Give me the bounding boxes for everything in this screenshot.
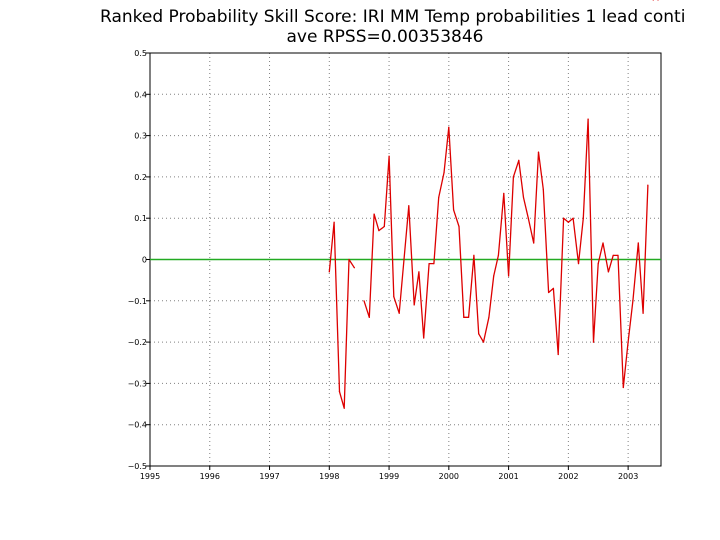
data-point xyxy=(592,341,595,343)
data-point xyxy=(533,242,535,244)
data-point xyxy=(632,300,634,302)
data-point xyxy=(438,196,440,199)
y-tick-label: 0.1 xyxy=(134,214,147,223)
data-point xyxy=(647,184,649,186)
data-point xyxy=(488,316,490,318)
data-point xyxy=(363,300,365,302)
y-tick-label: −0.5 xyxy=(128,462,147,471)
data-point xyxy=(343,407,345,409)
data-point xyxy=(413,304,415,306)
y-tick-label: 0.2 xyxy=(134,173,147,182)
data-point xyxy=(338,391,341,393)
data-point xyxy=(617,254,619,256)
y-axis: 0.5 0.4 0.3 0.2 0.1 0 −0.1 −0.2 −0.3 −0.4 −0.5 xyxy=(128,49,150,471)
data-point xyxy=(637,242,639,244)
data-point xyxy=(562,217,565,219)
data-point xyxy=(328,271,330,273)
y-tick-label: −0.4 xyxy=(128,421,147,430)
data-point xyxy=(602,242,604,244)
data-point xyxy=(572,217,574,219)
data-point xyxy=(587,118,589,120)
data-point xyxy=(542,188,544,190)
data-point xyxy=(552,287,555,290)
data-point xyxy=(443,172,445,174)
data-point xyxy=(537,151,540,153)
data-point xyxy=(418,271,420,273)
data-point xyxy=(393,296,395,298)
y-tick-label: −0.1 xyxy=(128,297,147,306)
data-point xyxy=(373,213,375,215)
data-point xyxy=(463,316,465,318)
data-point xyxy=(642,312,644,314)
data-point xyxy=(353,267,355,269)
y-tick-label: 0.3 xyxy=(134,132,147,141)
data-point xyxy=(428,263,430,265)
data-point xyxy=(368,316,370,318)
data-point xyxy=(612,254,614,256)
chart-subtitle: ave RPSS=0.00353846 xyxy=(286,27,484,47)
chart-title: Ranked Probability Skill Score: IRI MM T… xyxy=(100,8,686,26)
data-point xyxy=(567,221,569,223)
x-tick-label: 2002 xyxy=(558,472,578,481)
x-tick-label: 1996 xyxy=(200,472,220,481)
data-point xyxy=(458,225,460,228)
data-point xyxy=(627,341,629,343)
series-line-segment xyxy=(328,221,355,409)
data-point xyxy=(518,159,520,161)
data-point xyxy=(433,263,435,265)
data-point xyxy=(378,229,380,232)
data-point xyxy=(493,275,495,277)
data-point xyxy=(503,192,505,195)
y-tick-label: 0.4 xyxy=(134,90,147,99)
data-point xyxy=(582,217,584,219)
data-point xyxy=(507,275,510,277)
x-tick-label: 2000 xyxy=(439,472,459,481)
data-point xyxy=(398,312,400,314)
data-point xyxy=(607,271,610,273)
y-tick-label: −0.2 xyxy=(128,338,147,347)
data-point xyxy=(403,258,405,261)
data-point xyxy=(597,263,599,265)
data-point xyxy=(557,353,559,356)
data-point xyxy=(622,386,624,389)
x-tick-label: 2003 xyxy=(618,472,638,481)
series-line-segment xyxy=(363,118,649,389)
x-tick-label: 1998 xyxy=(319,472,339,481)
data-point xyxy=(548,291,550,294)
y-tick-label: 0.5 xyxy=(134,49,147,58)
data-point xyxy=(448,126,450,128)
data-point xyxy=(497,254,500,256)
y-tick-label: −0.3 xyxy=(128,379,147,388)
data-point xyxy=(388,155,390,157)
data-point xyxy=(527,217,529,219)
x-tick-label: 1995 xyxy=(140,472,160,481)
data-point xyxy=(522,196,525,199)
data-point xyxy=(512,176,514,178)
gridlines xyxy=(150,53,661,466)
data-point xyxy=(652,0,654,1)
data-point xyxy=(408,205,410,207)
data-point xyxy=(423,337,425,339)
data-point xyxy=(473,254,475,256)
x-axis: 1995 1996 1997 1998 1999 2000 2001 2002 2003 xyxy=(140,466,638,481)
series-layer xyxy=(150,0,661,409)
data-point xyxy=(478,333,480,335)
data-point xyxy=(333,221,335,223)
x-tick-label: 1997 xyxy=(259,472,279,481)
data-point xyxy=(348,258,350,261)
y-tick-label: 0 xyxy=(142,256,147,265)
data-point xyxy=(657,0,659,1)
x-tick-label: 2001 xyxy=(498,472,518,481)
data-point xyxy=(453,209,455,211)
data-point xyxy=(482,341,485,343)
data-point xyxy=(577,263,580,265)
x-tick-label: 1999 xyxy=(379,472,399,481)
data-point xyxy=(383,225,385,228)
data-point xyxy=(467,316,470,318)
